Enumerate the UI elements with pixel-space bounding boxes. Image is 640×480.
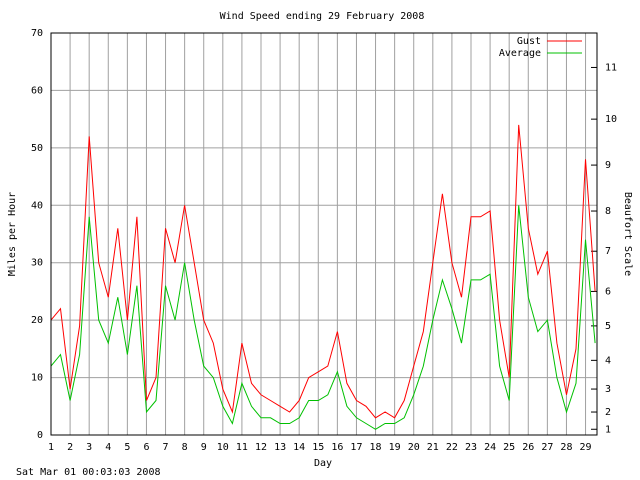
x-tick-label: 12 (255, 442, 267, 453)
y-tick-label: 0 (37, 430, 43, 441)
chart-title: Wind Speed ending 29 February 2008 (220, 11, 425, 22)
x-tick-label: 25 (503, 442, 515, 453)
x-tick-label: 4 (105, 442, 111, 453)
y2-tick-label: 2 (605, 407, 611, 418)
x-axis-label: Day (314, 458, 332, 469)
x-tick-label: 18 (370, 442, 382, 453)
x-tick-label: 24 (484, 442, 496, 453)
y-axis-label: Miles per Hour (7, 192, 18, 276)
y-tick-label: 70 (31, 28, 43, 39)
x-tick-label: 21 (427, 442, 439, 453)
plot-frame (50, 32, 598, 436)
y2-axis-label: Beaufort Scale (622, 192, 633, 276)
x-tick-label: 29 (580, 442, 592, 453)
x-tick-label: 19 (389, 442, 401, 453)
y2-tick-label: 3 (605, 384, 611, 395)
series-line (50, 205, 596, 430)
y-tick-label: 50 (31, 143, 43, 154)
x-tick-label: 20 (408, 442, 420, 453)
y-tick-label: 40 (31, 200, 43, 211)
y-tick-label: 20 (31, 315, 43, 326)
x-tick-label: 3 (86, 442, 92, 453)
y2-tick-label: 11 (605, 62, 617, 73)
y-tick-label: 30 (31, 258, 43, 269)
y2-tick-label: 4 (605, 355, 611, 366)
legend-label: Gust (517, 36, 541, 47)
y2-tick-label: 9 (605, 160, 611, 171)
series-line (50, 124, 596, 419)
x-tick-label: 9 (201, 442, 207, 453)
y-tick-label: 10 (31, 373, 43, 384)
y2-tick-label: 6 (605, 286, 611, 297)
y2-tick-label: 5 (605, 321, 611, 332)
x-tick-label: 10 (217, 442, 229, 453)
x-tick-label: 14 (293, 442, 305, 453)
x-tick-label: 1 (48, 442, 54, 453)
y2-tick-label: 1 (605, 424, 611, 435)
x-tick-label: 13 (274, 442, 286, 453)
x-tick-label: 15 (312, 442, 324, 453)
x-tick-label: 27 (541, 442, 553, 453)
footer: Sat Mar 01 00:03:03 2008 (16, 467, 161, 478)
x-tick-label: 6 (143, 442, 149, 453)
y-tick-label: 60 (31, 85, 43, 96)
x-tick-label: 5 (124, 442, 130, 453)
x-tick-label: 23 (465, 442, 477, 453)
x-tick-label: 26 (522, 442, 534, 453)
x-tick-label: 28 (560, 442, 572, 453)
legend-label: Average (499, 48, 541, 59)
y2-tick-label: 8 (605, 206, 611, 217)
x-tick-label: 17 (350, 442, 362, 453)
x-tick-label: 16 (331, 442, 343, 453)
y2-tick-label: 10 (605, 114, 617, 125)
x-tick-label: 2 (67, 442, 73, 453)
x-tick-label: 8 (182, 442, 188, 453)
y2-tick-label: 7 (605, 246, 611, 257)
x-tick-label: 22 (446, 442, 458, 453)
x-tick-label: 7 (163, 442, 169, 453)
x-tick-label: 11 (236, 442, 248, 453)
